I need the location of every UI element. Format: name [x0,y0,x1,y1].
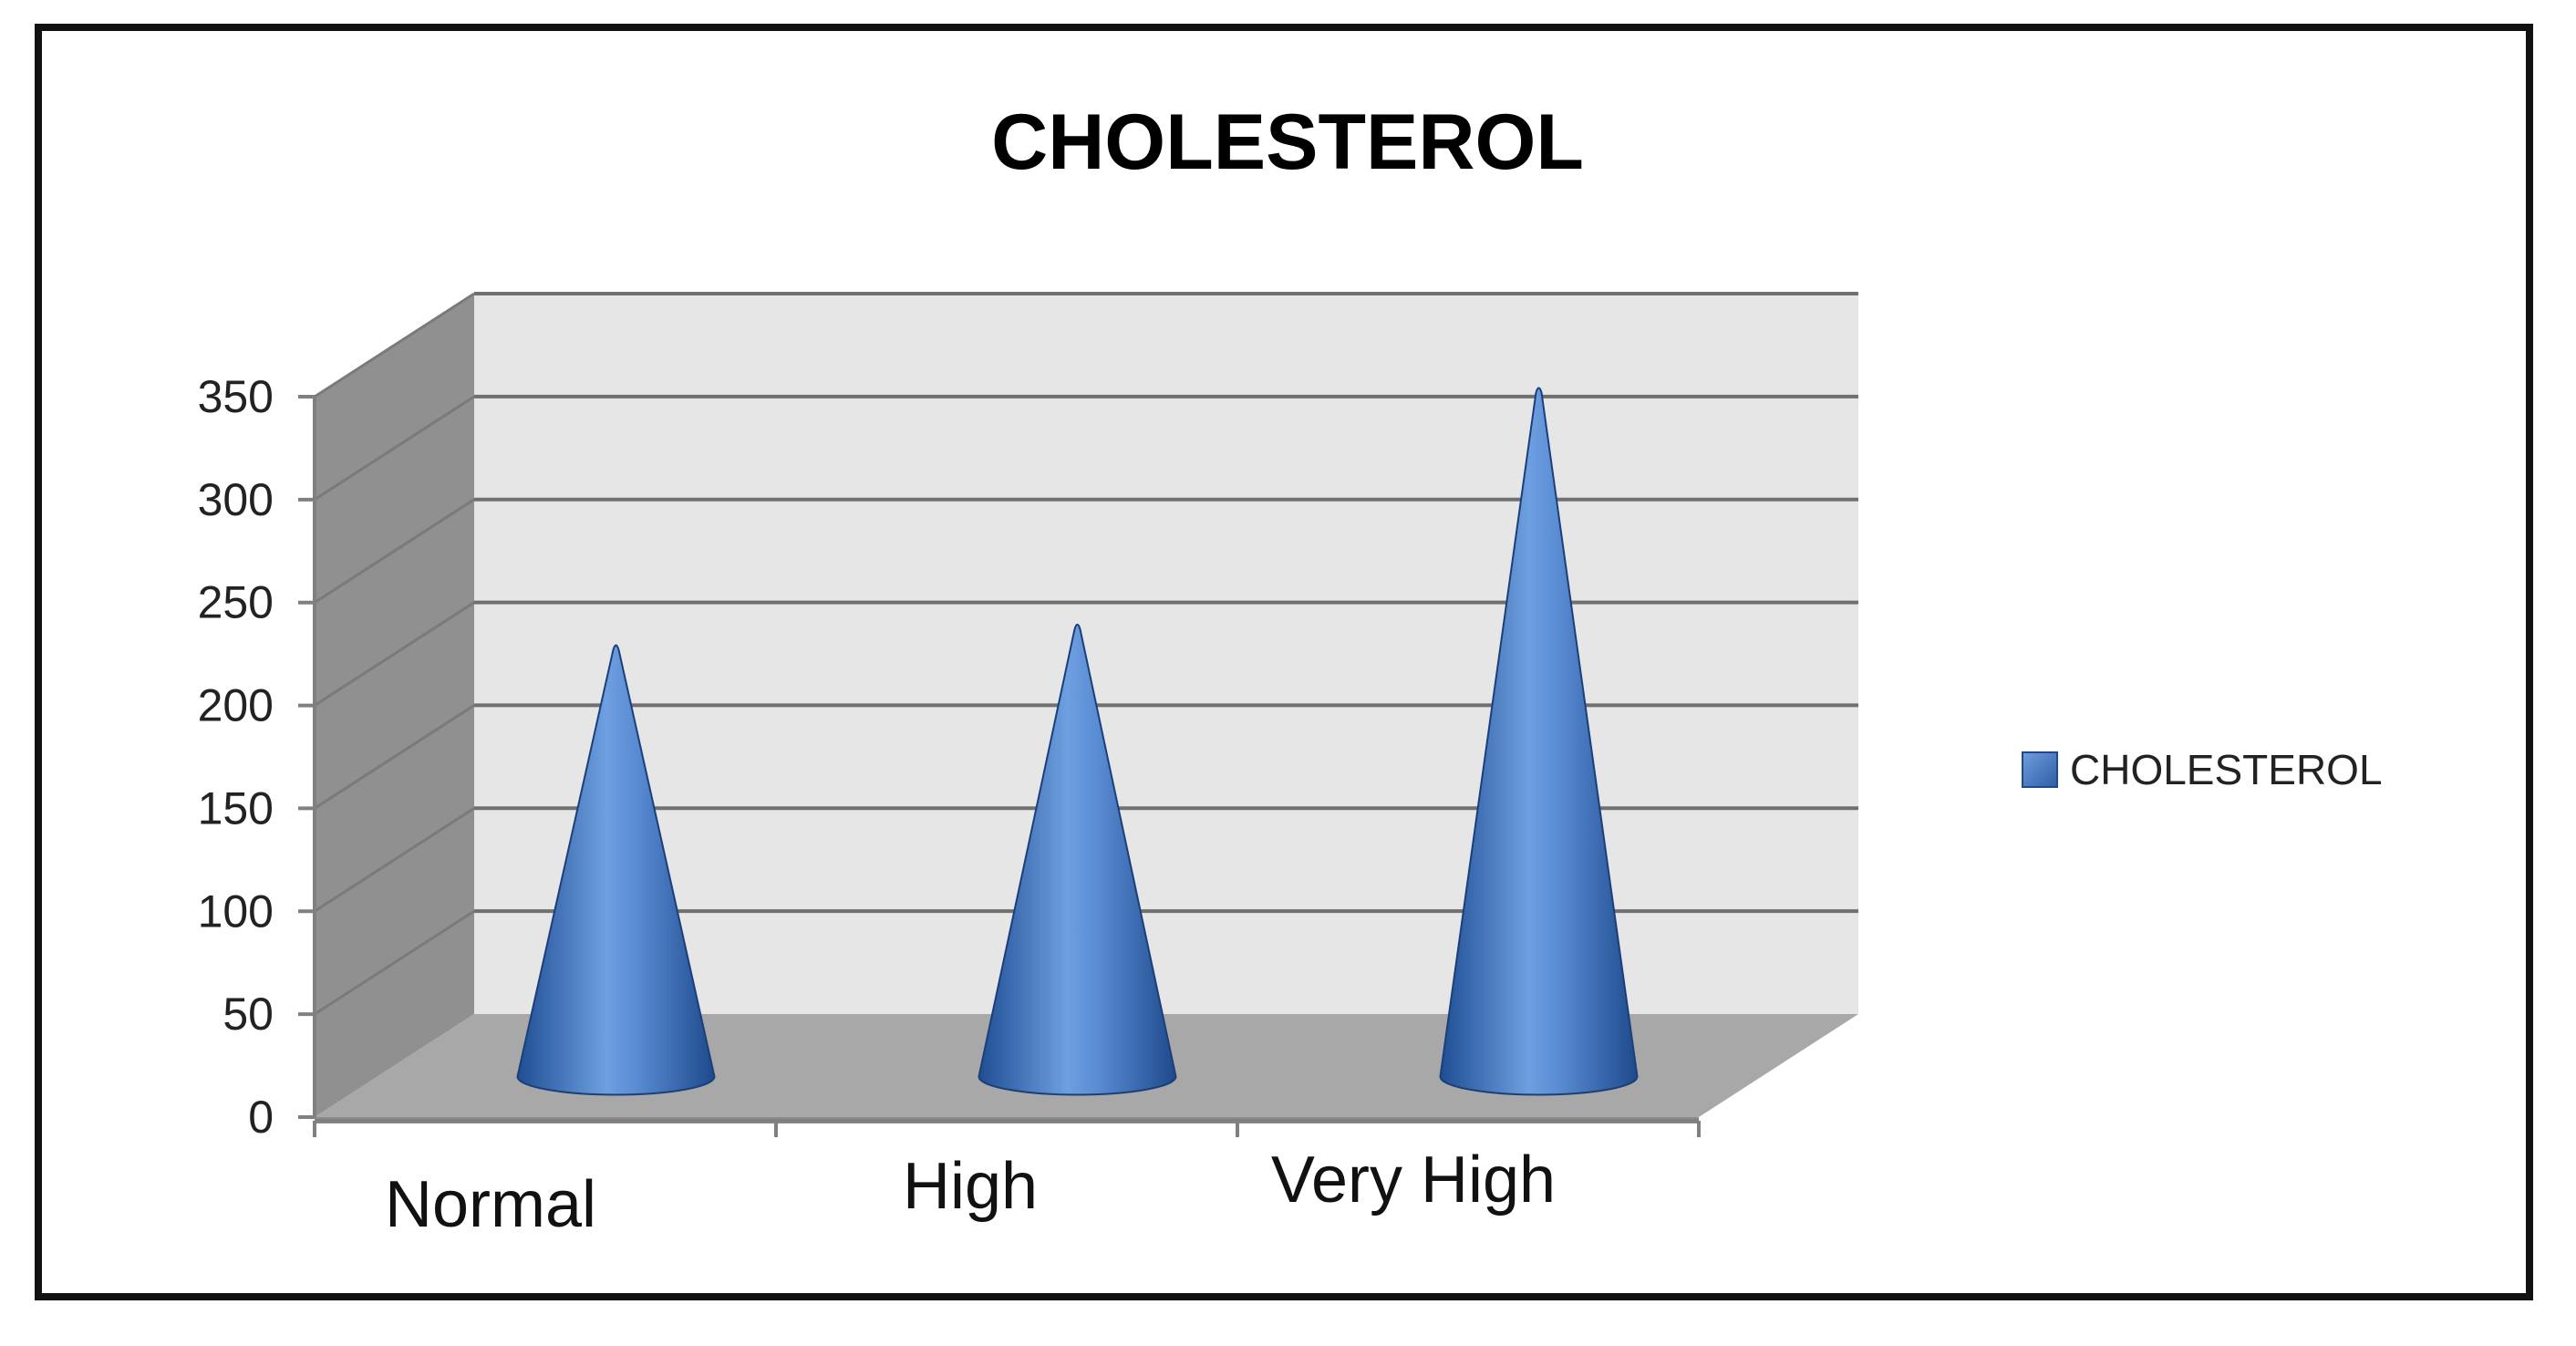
legend-label: CHOLESTEROL [2070,746,2383,793]
x-tick-label: High [903,1150,1038,1223]
x-tick-label: Normal [385,1168,596,1241]
y-tick-label: 50 [222,989,274,1040]
cone-normal [516,644,716,1096]
side-wall [315,294,474,1117]
gridlines [314,292,1858,1016]
gridline-side [314,395,475,502]
gridline-side [314,292,475,399]
gridline-side [314,807,475,913]
y-tick-label: 350 [198,371,274,422]
cone-high [978,623,1177,1096]
legend-swatch [2022,751,2058,788]
gridline-side [314,601,475,707]
gridline-side [314,909,475,1016]
y-axis: 0 50 100 150 200 250 300 350 [198,371,316,1143]
cone-body [1439,387,1639,1096]
gridline-side [314,498,475,604]
cone-very-high [1439,387,1639,1096]
gridline-side [314,704,475,810]
y-tick-label: 0 [248,1092,274,1143]
back-wall [474,294,1858,1014]
x-axis: Normal High Very High [313,1119,1701,1241]
cone-body [516,644,716,1096]
chart-title: CHOLESTEROL [991,98,1584,186]
x-tick-label: Very High [1271,1144,1556,1217]
y-tick-label: 100 [198,885,274,937]
y-tick-label: 250 [198,577,274,628]
y-tick-label: 300 [198,474,274,525]
y-tick-label: 200 [198,680,274,731]
legend: CHOLESTEROL [2022,746,2383,793]
cone-series [516,387,1639,1096]
y-tick-label: 150 [198,782,274,833]
cone-body [978,623,1177,1096]
